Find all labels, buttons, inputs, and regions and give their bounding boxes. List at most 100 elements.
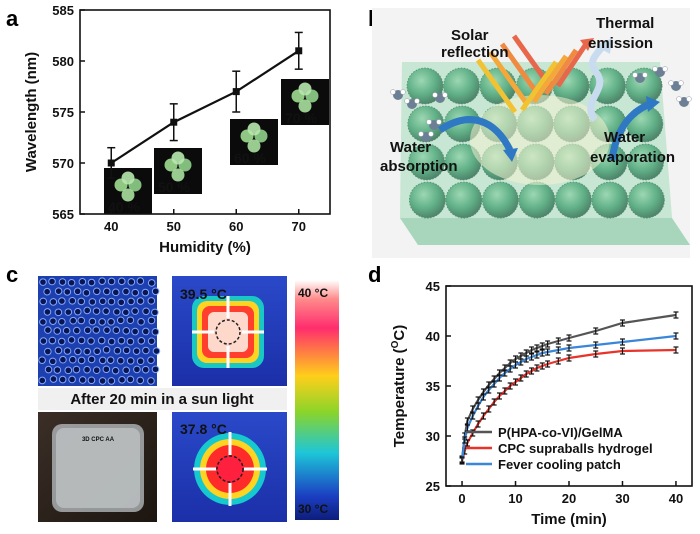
panel-b-schematic: Solar reflection Thermal emission Water …	[372, 8, 692, 258]
supraball	[443, 67, 480, 105]
micrograph-pore	[126, 357, 135, 365]
y-tick-label: 570	[52, 156, 74, 171]
micrograph-pore	[39, 318, 47, 326]
micrograph-pore	[44, 347, 52, 356]
micrograph-pore	[126, 375, 135, 384]
y-tick-label: 565	[52, 207, 74, 222]
y-tick-label: 45	[426, 279, 440, 294]
supraball-sphere	[555, 182, 592, 218]
micrograph-pore	[98, 356, 107, 365]
micrograph-pore	[136, 376, 145, 385]
supraball-texture	[443, 67, 480, 105]
ir-bottom-temp: 37.8 °C	[180, 421, 227, 437]
x-tick-label: 40	[104, 219, 118, 234]
micrograph-pore	[53, 327, 62, 335]
supraball-texture	[445, 181, 483, 219]
micrograph-pore	[126, 316, 135, 325]
supraball-sphere	[409, 182, 446, 218]
micrograph-pore	[98, 297, 107, 306]
micrograph-pore	[102, 307, 110, 315]
micrograph-pore	[39, 278, 47, 286]
supraball-texture	[406, 67, 444, 105]
micrograph-pore	[87, 376, 96, 385]
micrograph-pore	[133, 365, 141, 374]
legend-label: CPC supraballs hydrogel	[498, 441, 653, 456]
micrograph-pore	[117, 277, 126, 286]
micrograph-pore	[68, 355, 77, 364]
label-emission: emission	[588, 35, 653, 52]
micrograph-pore	[141, 365, 150, 374]
y-axis-label-tail: C)	[391, 325, 408, 341]
micrograph-pore	[43, 287, 51, 296]
y-tick-label: 25	[426, 479, 440, 494]
micrograph-pore	[103, 326, 111, 334]
micrograph-pore	[136, 357, 145, 366]
scale-min-label: 30 °C	[298, 502, 328, 516]
supraball-texture	[555, 181, 592, 219]
supraball	[627, 143, 664, 181]
micrograph-pore	[98, 318, 106, 326]
supraball	[408, 143, 446, 181]
x-axis-label: Humidity (%)	[159, 239, 251, 256]
hydrogen-atom	[414, 98, 420, 104]
hydrogen-atom	[678, 80, 684, 86]
micrograph-pore	[43, 308, 52, 316]
water-molecule	[632, 72, 648, 83]
supraball-texture	[589, 67, 626, 105]
supraball-sphere	[591, 182, 628, 218]
micrograph-pore	[48, 336, 57, 345]
inset-label: 70 %	[285, 110, 317, 126]
micrograph-pore	[107, 337, 116, 346]
micrograph-pore	[92, 307, 101, 315]
micrograph-pore	[98, 277, 106, 285]
inset-label: 40 %	[108, 199, 140, 215]
micrograph-pore	[87, 355, 96, 364]
supraball-sphere	[628, 182, 665, 218]
ir-top-crosshair	[192, 296, 264, 368]
micrograph-pore	[87, 278, 96, 287]
hydrogel-sample-highlight	[56, 428, 140, 508]
inset-supraball	[121, 188, 135, 202]
micrograph-pore	[63, 347, 72, 355]
x-tick-label: 70	[292, 219, 306, 234]
y-axis-label-main: Temperature (	[391, 348, 408, 447]
water-molecule	[418, 131, 434, 142]
micrograph-pore	[83, 347, 91, 356]
micrograph-pore	[63, 288, 72, 296]
micrograph-pore	[117, 298, 126, 307]
micrograph-pore	[98, 377, 107, 385]
micrograph-pore	[67, 278, 76, 287]
micrograph-pore	[127, 278, 136, 286]
supraball	[555, 181, 592, 219]
micrograph-pore	[57, 337, 66, 346]
micrograph-pore	[74, 347, 82, 356]
supraball-texture	[627, 143, 664, 181]
micrograph-pore	[39, 337, 48, 345]
humidity-inset-4: 70 %	[281, 79, 329, 126]
micrograph-pore	[147, 356, 155, 364]
micrograph-pore	[106, 356, 115, 364]
hydrogen-atom	[652, 66, 658, 72]
micrograph-pore	[58, 297, 66, 305]
hydrogen-atom	[432, 92, 438, 98]
water-absorption-arrowhead	[503, 148, 518, 162]
water-molecule	[390, 89, 406, 100]
y-axis-label: Temperature (OC)	[390, 325, 408, 448]
label-water-absorption-2: absorption	[380, 158, 458, 175]
y-tick-label: 40	[426, 329, 440, 344]
micrograph-pore	[151, 287, 160, 296]
y-tick-label: 35	[426, 379, 440, 394]
inset-supraball	[298, 99, 312, 113]
label-thermal: Thermal	[596, 15, 654, 32]
hydrogen-atom	[426, 119, 432, 125]
micrograph-pore	[132, 347, 141, 355]
label-water-absorption-1: Water	[390, 139, 431, 156]
y-tick-label: 30	[426, 429, 440, 444]
humidity-inset-3: 60 %	[230, 119, 278, 166]
inset-supraball	[298, 82, 312, 96]
micrograph-pore	[116, 316, 125, 325]
hydrogen-atom	[642, 72, 648, 78]
x-tick-label: 0	[458, 491, 465, 506]
hydrogen-atom	[418, 131, 424, 137]
micrograph-pore	[49, 317, 57, 325]
